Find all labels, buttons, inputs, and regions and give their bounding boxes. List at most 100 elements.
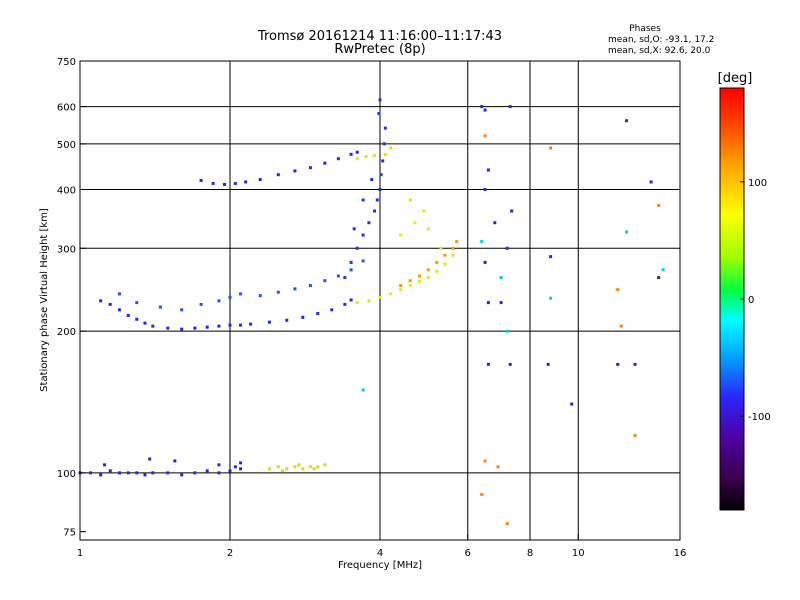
data-point bbox=[217, 324, 221, 328]
data-point bbox=[180, 308, 184, 312]
data-point bbox=[205, 325, 209, 329]
data-point bbox=[355, 150, 359, 154]
data-point bbox=[228, 295, 232, 299]
data-point bbox=[285, 318, 289, 322]
data-point bbox=[361, 198, 365, 202]
data-point bbox=[117, 471, 121, 475]
data-point bbox=[233, 465, 237, 469]
data-point bbox=[244, 180, 248, 184]
y-tick-label: 100 bbox=[57, 469, 76, 480]
data-point bbox=[505, 246, 509, 250]
data-point bbox=[549, 255, 553, 259]
data-point bbox=[297, 463, 301, 467]
data-point bbox=[193, 326, 197, 330]
data-point bbox=[301, 315, 305, 319]
x-tick-label: 8 bbox=[527, 548, 533, 559]
data-point bbox=[657, 276, 661, 280]
data-point bbox=[435, 260, 439, 264]
data-point bbox=[361, 259, 365, 263]
data-point bbox=[99, 473, 103, 477]
data-point bbox=[370, 178, 374, 182]
data-point bbox=[625, 230, 629, 234]
data-point bbox=[323, 279, 327, 283]
data-point bbox=[349, 268, 353, 272]
data-point bbox=[343, 276, 347, 280]
data-point bbox=[143, 321, 147, 325]
data-point bbox=[377, 112, 381, 116]
data-point bbox=[361, 388, 365, 392]
colorbar-tick-label: -100 bbox=[748, 412, 771, 423]
data-point bbox=[549, 296, 553, 300]
data-point bbox=[151, 324, 155, 328]
data-point bbox=[367, 221, 371, 225]
data-point bbox=[126, 313, 130, 317]
data-point bbox=[316, 465, 320, 469]
data-point bbox=[193, 471, 197, 475]
data-point bbox=[173, 459, 177, 463]
data-point bbox=[223, 182, 227, 186]
data-point bbox=[349, 152, 353, 156]
data-point bbox=[661, 268, 665, 272]
data-point bbox=[343, 302, 347, 306]
data-point bbox=[381, 159, 385, 163]
data-point bbox=[361, 233, 365, 237]
data-point bbox=[510, 209, 514, 213]
data-point bbox=[389, 146, 393, 150]
data-point bbox=[336, 274, 340, 278]
data-point bbox=[276, 465, 280, 469]
data-point bbox=[443, 253, 447, 257]
data-point bbox=[439, 246, 443, 250]
data-point bbox=[508, 362, 512, 366]
colorbar-tick-label: 100 bbox=[748, 178, 767, 189]
x-tick-label: 10 bbox=[572, 548, 585, 559]
data-point bbox=[413, 221, 417, 225]
data-point bbox=[293, 287, 297, 291]
data-point bbox=[217, 471, 221, 475]
data-point bbox=[399, 233, 403, 237]
data-point bbox=[483, 108, 487, 112]
data-point bbox=[378, 98, 382, 102]
data-point bbox=[308, 284, 312, 288]
data-point bbox=[383, 126, 387, 130]
data-point bbox=[496, 465, 500, 469]
data-point bbox=[180, 473, 184, 477]
data-point bbox=[649, 180, 653, 184]
data-point bbox=[126, 471, 130, 475]
data-point bbox=[375, 198, 379, 202]
info-line-x: mean, sd,X: 92.6, 20.0 bbox=[608, 46, 711, 56]
y-tick-label: 600 bbox=[57, 103, 76, 114]
data-point bbox=[199, 302, 203, 306]
data-point bbox=[276, 290, 280, 294]
data-point bbox=[616, 362, 620, 366]
data-point bbox=[389, 292, 393, 296]
data-point bbox=[633, 362, 637, 366]
data-point bbox=[258, 294, 262, 298]
data-point bbox=[616, 288, 620, 292]
data-point bbox=[422, 209, 426, 213]
data-point bbox=[135, 471, 139, 475]
data-point bbox=[316, 312, 320, 316]
data-point bbox=[166, 471, 170, 475]
data-point bbox=[135, 301, 139, 305]
colorbar-ticks: 100 0 -100 bbox=[740, 178, 771, 423]
data-point bbox=[417, 274, 421, 278]
data-point bbox=[293, 169, 297, 173]
x-tick-label: 6 bbox=[465, 548, 471, 559]
data-point bbox=[451, 253, 455, 257]
data-point bbox=[199, 178, 203, 182]
data-point bbox=[228, 469, 232, 473]
data-point bbox=[499, 301, 503, 305]
data-point bbox=[486, 362, 490, 366]
data-point bbox=[180, 327, 184, 331]
data-point bbox=[505, 522, 509, 526]
grid-lines bbox=[80, 61, 680, 540]
x-axis-label: Frequency [MHz] bbox=[338, 560, 422, 571]
data-point bbox=[217, 299, 221, 303]
data-point bbox=[293, 465, 297, 469]
data-point bbox=[211, 181, 215, 185]
data-point bbox=[239, 467, 243, 471]
data-point bbox=[408, 284, 412, 288]
data-points bbox=[78, 98, 665, 526]
chart-title: Tromsø 20161214 11:16:00–11:17:43 bbox=[257, 29, 502, 44]
